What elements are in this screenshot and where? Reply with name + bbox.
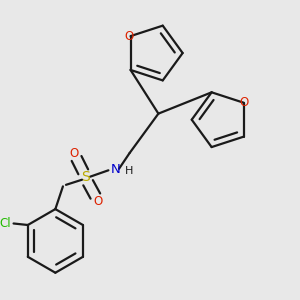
Text: Cl: Cl <box>0 217 11 230</box>
Text: O: O <box>93 195 102 208</box>
Text: O: O <box>239 96 248 109</box>
Text: H: H <box>124 166 133 176</box>
Text: O: O <box>69 146 78 160</box>
Text: N: N <box>111 163 121 176</box>
Text: S: S <box>81 170 90 184</box>
Text: O: O <box>124 30 134 43</box>
